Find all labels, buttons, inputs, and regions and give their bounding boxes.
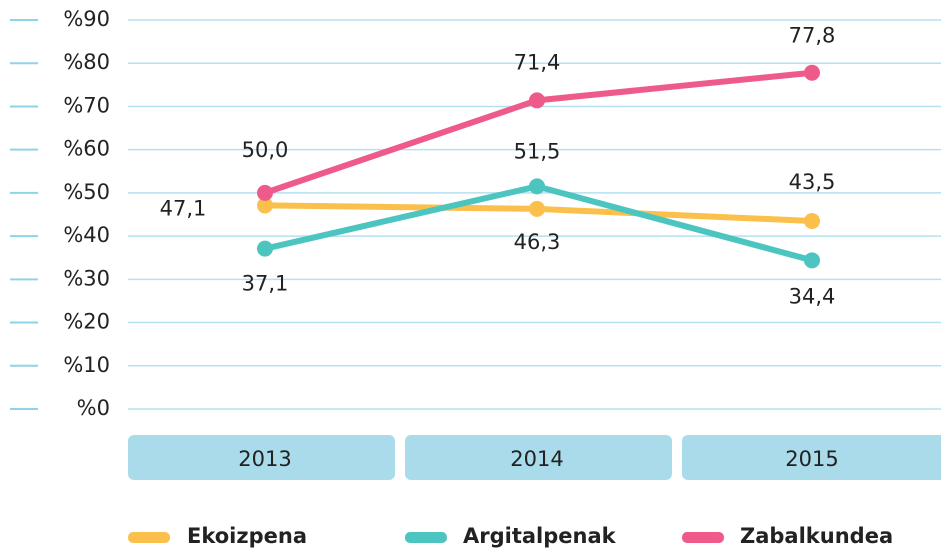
y-tick-label: %10	[63, 353, 110, 377]
legend-swatch	[128, 532, 170, 543]
data-label: 43,5	[789, 170, 836, 194]
y-tick-label: %20	[63, 310, 110, 334]
legend-text: Zabalkundea	[740, 524, 893, 548]
data-label: 34,4	[789, 284, 836, 308]
y-tick-label: %40	[63, 223, 110, 247]
y-tick-label: %50	[63, 180, 110, 204]
data-label: 47,1	[160, 196, 207, 220]
y-tick-label: %30	[63, 266, 110, 290]
y-tick-label: %90	[63, 7, 110, 31]
point	[257, 197, 273, 214]
legend-text: Argitalpenak	[463, 524, 617, 548]
y-tick-label: %70	[63, 93, 110, 117]
y-tick-label: %60	[63, 137, 110, 161]
data-label: 77,8	[789, 24, 836, 48]
category-box	[128, 435, 395, 480]
category-box	[682, 435, 941, 480]
data-label: 46,3	[514, 230, 561, 254]
point	[529, 200, 545, 217]
y-tick-label: %0	[77, 396, 110, 420]
point	[529, 178, 545, 195]
point	[804, 212, 820, 229]
data-label: 37,1	[242, 272, 289, 296]
legend-swatch	[405, 532, 447, 543]
category-box	[405, 435, 672, 480]
data-label: 50,0	[242, 138, 289, 162]
legend-swatch	[682, 532, 724, 543]
point	[804, 252, 820, 269]
point	[257, 184, 273, 201]
data-label: 51,5	[514, 139, 561, 163]
x-tick-label: 2015	[785, 447, 838, 471]
x-tick-label: 2014	[510, 447, 563, 471]
x-tick-label: 2013	[238, 447, 291, 471]
data-label: 71,4	[514, 50, 561, 74]
y-tick-label: %80	[63, 50, 110, 74]
point	[529, 92, 545, 109]
point	[804, 64, 820, 81]
line	[264, 69, 813, 196]
legend-text: Ekoizpena	[187, 524, 307, 548]
point	[257, 240, 273, 257]
